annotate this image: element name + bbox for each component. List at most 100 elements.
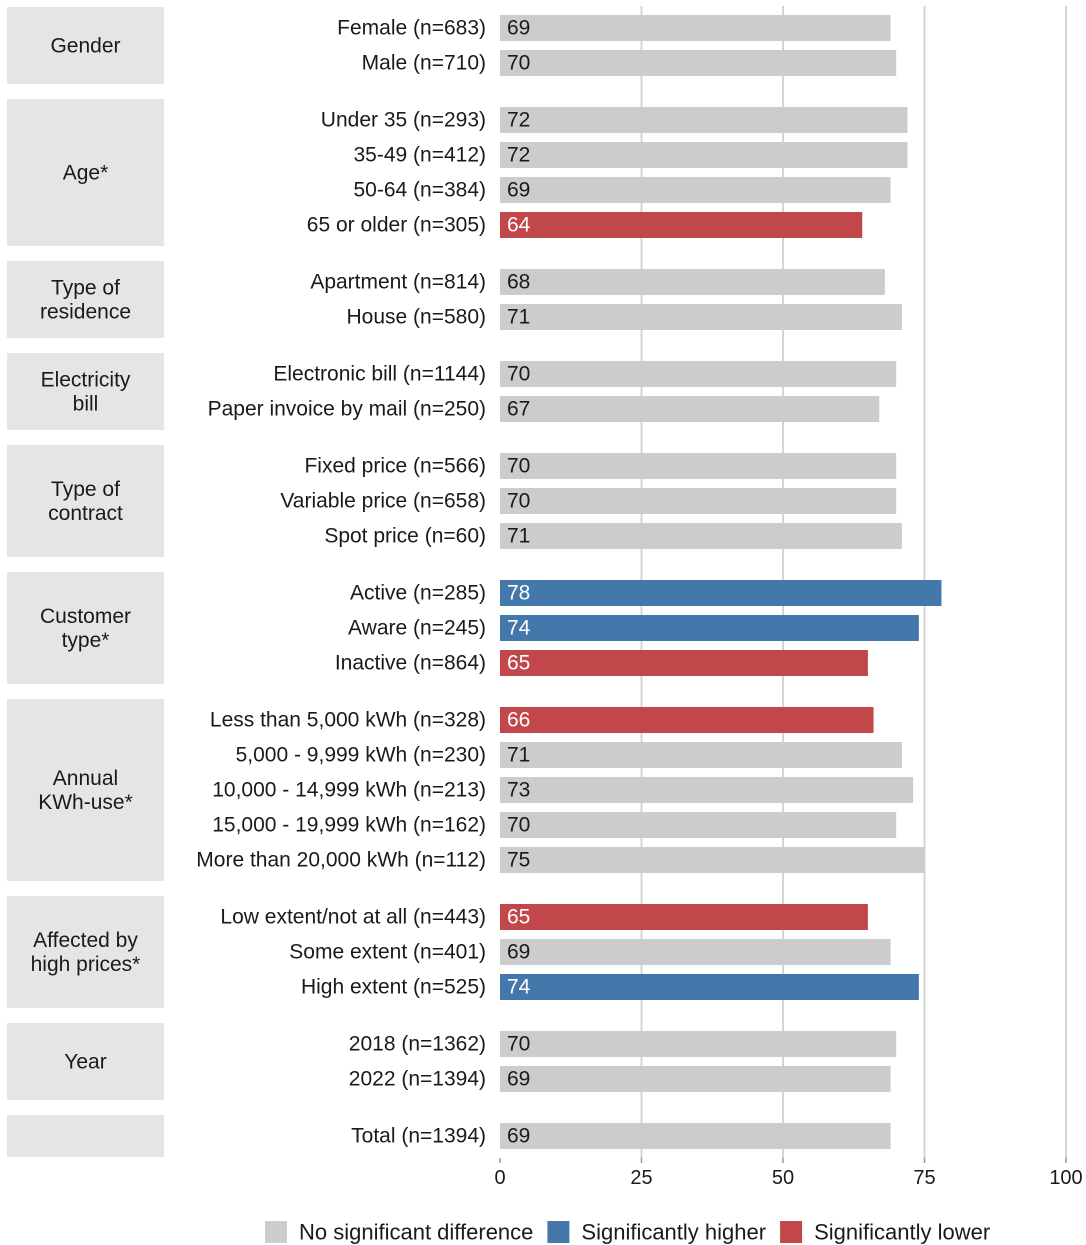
value-label: 69 xyxy=(507,941,530,964)
group-label-line: high prices* xyxy=(31,953,141,976)
category-label: Low extent/not at all (n=443) xyxy=(220,906,486,929)
group-label: Electricity bill xyxy=(41,368,131,415)
category-label: Variable price (n=658) xyxy=(280,490,486,513)
value-label: 69 xyxy=(507,17,530,40)
category-label: 2018 (n=1362) xyxy=(349,1033,486,1056)
bar xyxy=(500,1031,897,1057)
group-panel xyxy=(7,896,164,1008)
bar xyxy=(500,142,908,168)
bar xyxy=(500,650,868,676)
category-label: 5,000 - 9,999 kWh (n=230) xyxy=(236,744,486,767)
category-label: House (n=580) xyxy=(346,306,486,329)
value-label: 72 xyxy=(507,144,530,167)
bar xyxy=(500,212,863,238)
group-label: Year xyxy=(64,1050,106,1073)
group-label: Customer type* xyxy=(40,605,131,652)
group-label-line: contract xyxy=(48,502,123,525)
value-label: 70 xyxy=(507,814,530,837)
x-tick-label: 25 xyxy=(630,1167,652,1189)
value-label: 69 xyxy=(507,179,530,202)
category-label: Inactive (n=864) xyxy=(335,652,486,675)
group-label: Gender xyxy=(50,34,120,57)
group-label-line: Customer xyxy=(40,605,131,628)
value-label: 73 xyxy=(507,779,530,802)
value-label: 69 xyxy=(507,1125,530,1148)
bar xyxy=(500,304,902,330)
value-label: 70 xyxy=(507,363,530,386)
category-label: 15,000 - 19,999 kWh (n=162) xyxy=(212,814,486,837)
legend-swatch xyxy=(547,1221,570,1243)
value-label: 75 xyxy=(507,849,530,872)
category-label: 35-49 (n=412) xyxy=(353,144,486,167)
category-label: Apartment (n=814) xyxy=(310,271,486,294)
bar xyxy=(500,15,891,41)
bar xyxy=(500,1123,891,1149)
category-label: Under 35 (n=293) xyxy=(321,109,486,132)
category-label: Spot price (n=60) xyxy=(324,525,486,548)
group-label-line: Affected by xyxy=(33,929,138,952)
group-label-line: KWh-use* xyxy=(38,791,133,814)
bar xyxy=(500,847,925,873)
group-panel xyxy=(7,353,164,430)
value-label: 70 xyxy=(507,1033,530,1056)
category-label: Fixed price (n=566) xyxy=(304,455,486,478)
group-panel xyxy=(7,261,164,338)
bar xyxy=(500,974,919,1000)
legend-label: Significantly lower xyxy=(814,1220,990,1245)
bar xyxy=(500,523,902,549)
group-label: Age* xyxy=(63,161,109,184)
value-label: 74 xyxy=(507,617,531,640)
bar xyxy=(500,615,919,641)
category-label: 2022 (n=1394) xyxy=(349,1068,486,1091)
group-label: Annual KWh-use* xyxy=(38,767,133,814)
group-label-line: bill xyxy=(73,392,99,415)
category-label: Less than 5,000 kWh (n=328) xyxy=(210,709,486,732)
group-label-line: type* xyxy=(62,629,110,652)
bar xyxy=(500,488,897,514)
value-label: 70 xyxy=(507,455,530,478)
group-label-line: Age* xyxy=(63,161,109,184)
group-panel xyxy=(7,572,164,684)
value-label: 64 xyxy=(507,214,531,237)
legend-swatch xyxy=(780,1221,803,1243)
category-label: Total (n=1394) xyxy=(351,1125,486,1148)
value-label: 69 xyxy=(507,1068,530,1091)
value-label: 68 xyxy=(507,271,530,294)
bar xyxy=(500,742,902,768)
category-label: 65 or older (n=305) xyxy=(307,214,486,237)
bar xyxy=(500,580,942,606)
bar xyxy=(500,453,897,479)
group-panel xyxy=(7,7,164,84)
group-label-line: Type of xyxy=(51,276,120,299)
x-tick-label: 0 xyxy=(494,1167,505,1189)
bar xyxy=(500,939,891,965)
group-label-line: Type of xyxy=(51,478,120,501)
bar xyxy=(500,777,914,803)
value-label: 65 xyxy=(507,906,530,929)
group-label-line: Gender xyxy=(50,34,120,57)
value-label: 78 xyxy=(507,582,530,605)
legend-label: Significantly higher xyxy=(581,1220,766,1245)
group-label: Affected by high prices* xyxy=(31,929,141,976)
x-tick-label: 75 xyxy=(913,1167,935,1189)
group-panel xyxy=(7,99,164,246)
value-label: 66 xyxy=(507,709,530,732)
bar xyxy=(500,177,891,203)
category-label: Active (n=285) xyxy=(350,582,486,605)
category-label: High extent (n=525) xyxy=(301,976,486,999)
value-label: 70 xyxy=(507,52,530,75)
value-label: 70 xyxy=(507,490,530,513)
category-label: Some extent (n=401) xyxy=(289,941,486,964)
category-label: Electronic bill (n=1144) xyxy=(273,363,486,386)
category-label: Female (n=683) xyxy=(337,17,486,40)
category-label: More than 20,000 kWh (n=112) xyxy=(196,849,486,872)
x-tick-label: 50 xyxy=(772,1167,794,1189)
value-label: 71 xyxy=(507,306,530,329)
group-label-line: Electricity xyxy=(41,368,131,391)
group-panel xyxy=(7,699,164,881)
value-label: 72 xyxy=(507,109,530,132)
category-label: Aware (n=245) xyxy=(348,617,486,640)
bar xyxy=(500,269,885,295)
bar xyxy=(500,107,908,133)
